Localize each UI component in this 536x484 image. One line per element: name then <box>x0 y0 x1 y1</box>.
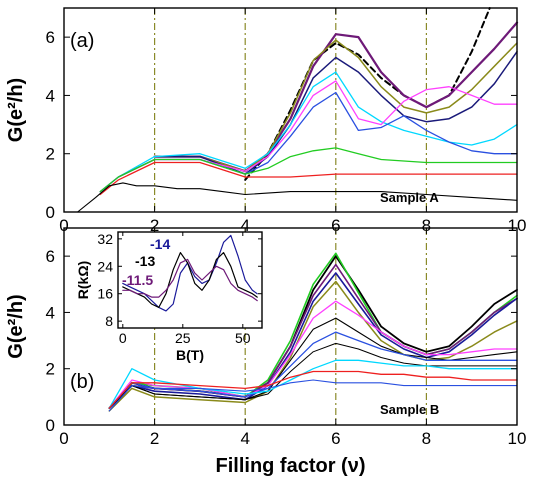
panel-b-xtick-label: 2 <box>150 429 159 448</box>
panel-inset-xtick-label: 50 <box>235 330 251 346</box>
panel-inset-frame <box>117 231 263 329</box>
panel-a-xtick-label: 6 <box>331 216 340 235</box>
panel-a-series-6 <box>99 91 518 193</box>
panel-b-series-5 <box>108 300 518 409</box>
panel-inset-ytick-label: 24 <box>97 258 113 274</box>
panel-a-xtick-label: 0 <box>59 216 68 235</box>
panel-b-series-3 <box>108 272 518 409</box>
panel-b-ytick-label: 0 <box>46 416 55 435</box>
panel-a-frame <box>63 7 518 213</box>
inset-panel: 0 25 50 8 16 24 32 R(kΩ) B(T) -14-13 -11.5 <box>75 231 263 363</box>
panel-b-xtick-label: 4 <box>240 429 249 448</box>
panel-inset-xlabel: B(T) <box>176 347 204 363</box>
inset-curve-label: -14 <box>150 236 170 252</box>
panel-inset-series-2 <box>122 258 258 302</box>
panel-a-ytick-label: 2 <box>46 145 55 164</box>
inset-background <box>118 232 262 328</box>
panel-a-series-7 <box>99 147 518 193</box>
panel-b-xtick-label: 10 <box>508 429 527 448</box>
panel-a-ylabel: G(e²/h) <box>5 78 27 142</box>
panel-a-series-8 <box>99 161 518 196</box>
panel-b-xtick-label: 0 <box>59 429 68 448</box>
panel-inset-ytick-label: 8 <box>105 313 113 329</box>
panel-inset-ylabel: R(kΩ) <box>75 261 91 299</box>
panel-b-xlabel: Filling factor (ν) <box>216 455 366 477</box>
panel-a-label: (a) <box>70 30 94 52</box>
panel-b-ytick-label: 2 <box>46 360 55 379</box>
panel-inset-xtick-label: 25 <box>175 330 191 346</box>
panel-a-xtick-label: 10 <box>508 216 527 235</box>
panel-b-label: (b) <box>70 371 94 393</box>
panel-a-ytick-label: 4 <box>46 86 55 105</box>
panel-inset-ytick-label: 16 <box>97 286 113 302</box>
panel-a-series-3 <box>153 50 518 175</box>
panel-a-xtick-label: 8 <box>422 216 431 235</box>
panel-b-xtick-label: 8 <box>422 429 431 448</box>
panel-a-xtick-label: 4 <box>240 216 249 235</box>
panel-b-ytick-label: 4 <box>46 303 55 322</box>
panel-b-series-11 <box>108 379 518 412</box>
panel-a-xtick-label: 2 <box>150 216 159 235</box>
inset-curve-label: -11.5 <box>122 272 153 288</box>
panel-b-annotation: Sample B <box>380 402 439 417</box>
panel-a-series-4 <box>99 71 518 193</box>
panel-b-series-8 <box>108 342 518 412</box>
panel-inset-xtick-label: 0 <box>119 330 127 346</box>
panel-a: 0 2 4 6 8 10 0 2 4 6 G(e²/h) (a) Sample A <box>5 7 527 235</box>
panel-b-series-9 <box>108 359 518 409</box>
panel-b-series-7 <box>108 331 518 409</box>
panel-b-ylabel: G(e²/h) <box>5 294 27 358</box>
panel-inset-ytick-label: 32 <box>97 231 113 247</box>
panel-a-series-2 <box>153 39 518 172</box>
inset-curve-label: -13 <box>135 253 155 269</box>
panel-b-xtick-label: 6 <box>331 429 340 448</box>
panel-a-series-9 <box>77 182 518 213</box>
panel-a-annotation: Sample A <box>380 190 439 205</box>
panel-a-series-0 <box>244 7 491 181</box>
panel-a-ytick-label: 6 <box>46 28 55 47</box>
panel-b-series-10 <box>108 370 518 409</box>
panel-b-ytick-label: 6 <box>46 247 55 266</box>
panel-inset-series-1 <box>122 252 258 308</box>
panel-a-ytick-label: 0 <box>46 203 55 222</box>
panel-a-series-5 <box>99 80 518 193</box>
panel-b-frame <box>63 227 518 426</box>
